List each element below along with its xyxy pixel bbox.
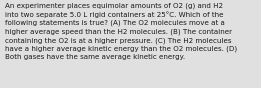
Text: An experimenter places equimolar amounts of O2 (g) and H2
into two separate 5.0 : An experimenter places equimolar amounts… xyxy=(5,2,237,60)
